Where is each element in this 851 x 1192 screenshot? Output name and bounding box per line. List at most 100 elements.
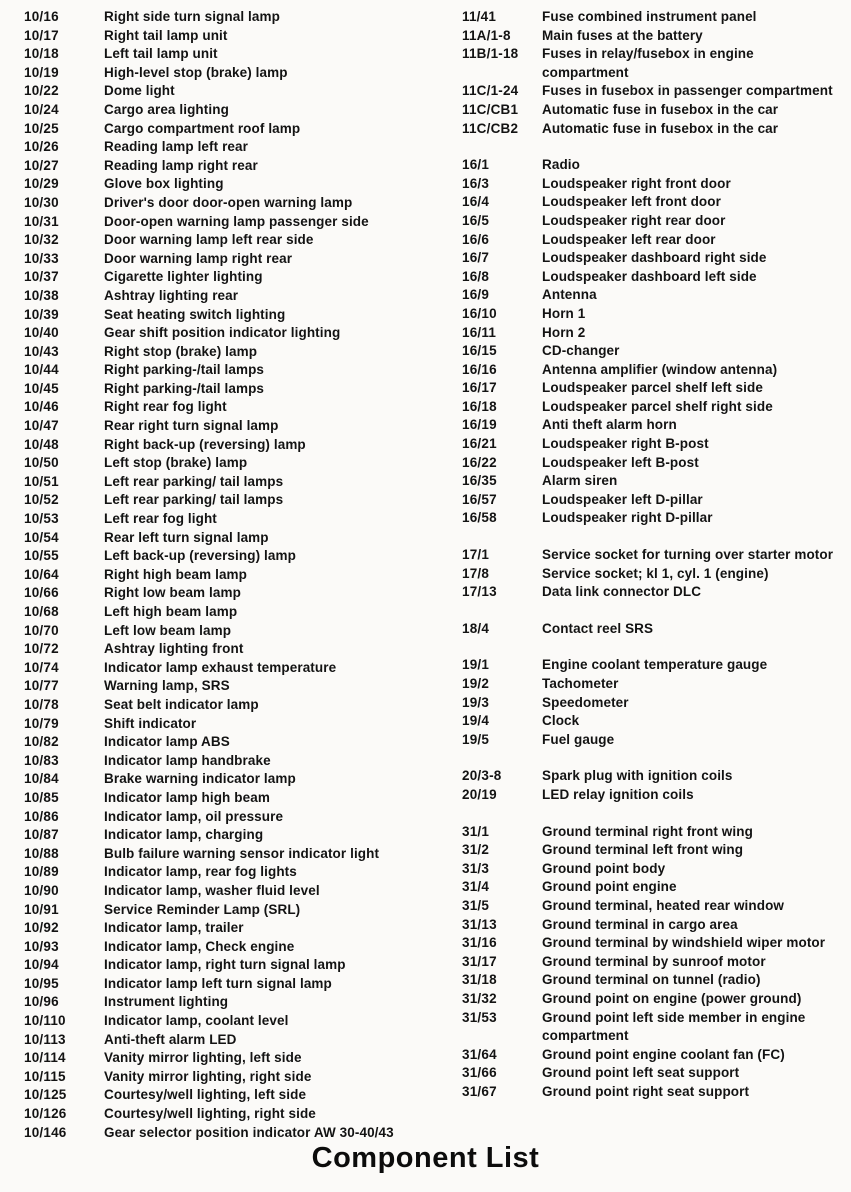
component-description: Indicator lamp, right turn signal lamp [104,957,346,973]
component-code: 31/1 [462,823,490,839]
component-code: 16/1 [462,157,490,173]
component-code: 31/66 [462,1065,497,1081]
component-description: Cargo compartment roof lamp [104,120,301,136]
component-group: 17/1 Service socket for turning over star… [462,546,848,602]
component-code: 10/29 [24,176,59,192]
component-row: 10/82 Indicator lamp ABS [24,733,442,752]
component-code: 10/48 [24,436,59,452]
component-description: Antenna [542,287,597,303]
component-row: 10/48 Right back-up (reversing) lamp [24,436,442,455]
component-row: 16/11 Horn 2 [462,324,848,343]
component-row: 10/46 Right rear fog light [24,398,442,417]
component-description: Ground terminal on tunnel (radio) [542,972,761,988]
component-row: 10/115 Vanity mirror lighting, right side [24,1068,442,1087]
component-description: Automatic fuse in fusebox in the car [542,120,779,136]
component-description: Left tail lamp unit [104,46,218,62]
component-code: 31/13 [462,916,497,932]
component-description: Loudspeaker left D-pillar [542,491,703,507]
component-row: 10/55 Left back-up (reversing) lamp [24,547,442,566]
component-row: 10/39 Seat heating switch lighting [24,306,442,325]
component-row: 31/64 Ground point engine coolant fan (FC… [462,1046,848,1065]
component-row: 16/21 Loudspeaker right B-post [462,435,848,454]
component-description: Indicator lamp, charging [104,827,264,843]
component-code: 10/94 [24,957,59,973]
component-row: 10/70 Left low beam lamp [24,622,442,641]
component-row: 10/52 Left rear parking/ tail lamps [24,491,442,510]
component-row: 10/30 Driver's door door-open warning lam… [24,194,442,213]
component-description: Ashtray lighting rear [104,287,239,303]
component-code: 10/19 [24,64,59,80]
component-row: 16/7 Loudspeaker dashboard right side [462,249,848,268]
component-description: Seat belt indicator lamp [104,696,259,712]
component-row: 10/51 Left rear parking/ tail lamps [24,473,442,492]
component-code: 31/2 [462,842,490,858]
component-description: Fuses in fusebox in passenger compartmen… [542,83,833,99]
component-code: 10/95 [24,975,59,991]
component-code: 10/96 [24,994,59,1010]
component-row: 10/38 Ashtray lighting rear [24,287,442,306]
component-code: 16/58 [462,510,497,526]
component-code: 10/16 [24,9,59,24]
component-row: 16/3 Loudspeaker right front door [462,175,848,194]
component-row: 31/1 Ground terminal right front wing [462,823,848,842]
component-description: Ground point left seat support [542,1065,740,1081]
component-description: Data link connector DLC [542,584,702,600]
component-row: 10/22 Dome light [24,82,442,101]
component-row: 10/19 High-level stop (brake) lamp [24,64,442,83]
component-row: 10/44 Right parking-/tail lamps [24,361,442,380]
component-row: 10/27 Reading lamp right rear [24,157,442,176]
component-row: 10/17 Right tail lamp unit [24,27,442,46]
component-code: 17/13 [462,584,497,600]
component-description: Ashtray lighting front [104,641,244,657]
component-code: 17/8 [462,565,490,581]
component-row: 31/4 Ground point engine [462,878,848,897]
component-row: 10/47 Rear right turn signal lamp [24,417,442,436]
component-row: 10/90 Indicator lamp, washer fluid level [24,882,442,901]
component-code: 10/47 [24,418,59,434]
component-description: Loudspeaker left rear door [542,231,716,247]
component-description: Ground terminal left front wing [542,842,744,858]
component-row: 16/18 Loudspeaker parcel shelf right side [462,398,848,417]
component-row: 10/89 Indicator lamp, rear fog lights [24,863,442,882]
component-row: 10/114 Vanity mirror lighting, left side [24,1049,442,1068]
component-code: 10/45 [24,380,59,396]
component-row: 11C/CB1 Automatic fuse in fusebox in the … [462,101,848,120]
component-code: 10/38 [24,287,59,303]
component-row: 10/18 Left tail lamp unit [24,45,442,64]
component-description: Brake warning indicator lamp [104,771,296,787]
component-group: 11/41 Fuse combined instrument panel 11A/1… [462,8,848,138]
component-row: 16/16 Antenna amplifier (window antenna) [462,361,848,380]
component-row: 16/5 Loudspeaker right rear door [462,212,848,231]
component-description: Fuse combined instrument panel [542,9,757,24]
component-code: 10/31 [24,213,59,229]
component-row: 10/68 Left high beam lamp [24,603,442,622]
component-row: 18/4 Contact reel SRS [462,620,848,639]
component-code: 10/88 [24,845,59,861]
component-code: 10/91 [24,901,59,917]
component-code: 31/17 [462,953,497,969]
component-description: Ground point right seat support [542,1083,750,1099]
component-row: 19/3 Speedometer [462,694,848,713]
component-description: Indicator lamp, coolant level [104,1013,289,1029]
component-description: Courtesy/well lighting, left side [104,1087,307,1103]
component-group: 20/3-8 Spark plug with ignition coils 20/1… [462,767,848,804]
component-code: 10/72 [24,641,59,657]
component-description: Right parking-/tail lamps [104,362,265,378]
component-row: 20/19 LED relay ignition coils [462,786,848,805]
component-code: 31/3 [462,860,490,876]
component-row: 10/31 Door-open warning lamp passenger si… [24,213,442,232]
component-description: Rear left turn signal lamp [104,529,269,545]
component-description: Left low beam lamp [104,622,232,638]
component-code: 16/8 [462,268,490,284]
component-row: 31/2 Ground terminal left front wing [462,841,848,860]
component-code: 16/10 [462,305,497,321]
component-code: 10/110 [24,1013,66,1029]
component-row: 16/58 Loudspeaker right D-pillar [462,509,848,528]
component-row: 31/18 Ground terminal on tunnel (radio) [462,971,848,990]
component-description: Indicator lamp left turn signal lamp [104,975,332,991]
component-description: Spark plug with ignition coils [542,768,733,784]
component-code: 11/41 [462,9,497,24]
component-row: 16/1 Radio [462,156,848,175]
component-row: 31/5 Ground terminal, heated rear window [462,897,848,916]
component-code: 31/53 [462,1009,497,1025]
